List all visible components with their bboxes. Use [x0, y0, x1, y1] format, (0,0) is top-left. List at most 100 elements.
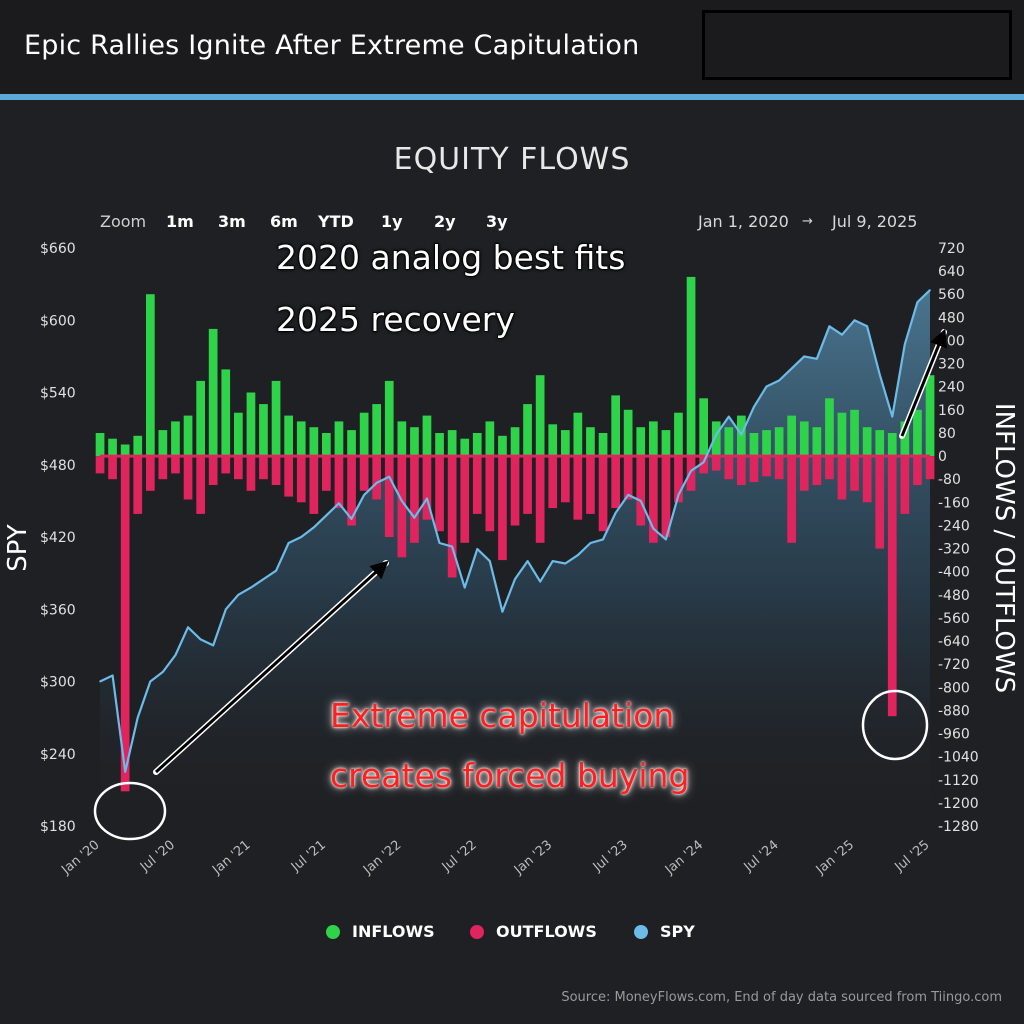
spy-point: [463, 586, 466, 589]
inflow-bar: [812, 427, 822, 457]
spy-point: [476, 548, 479, 550]
spy-point: [489, 560, 491, 562]
y-tick-label-right: -80: [938, 472, 961, 488]
outflow-bar: [523, 456, 532, 514]
outflow-bar: [171, 456, 180, 474]
inflow-bar: [598, 433, 608, 457]
inflow-bar: [573, 412, 583, 456]
spy-point: [262, 578, 265, 580]
outflow-bar: [623, 456, 633, 500]
inflow-bar: [384, 380, 394, 456]
outflow-bar: [812, 456, 822, 485]
spy-point: [929, 289, 931, 291]
range-start-input[interactable]: Jan 1, 2020: [698, 212, 789, 231]
inflow-bar: [259, 404, 268, 457]
header-bar: Epic Rallies Ignite After Extreme Capitu…: [0, 0, 1024, 94]
outflow-bar: [573, 456, 583, 520]
inflow-bar: [749, 433, 759, 457]
y-tick-label-right: -160: [938, 495, 970, 511]
inflow-bar: [460, 438, 470, 456]
legend-dot-inflows: [326, 924, 340, 939]
spy-point: [690, 470, 692, 472]
y-tick-label-right: -880: [938, 703, 970, 719]
inflow-bar: [561, 430, 570, 457]
y-tick-label-right: -1280: [938, 819, 979, 835]
x-tick-label: Jul '23: [590, 838, 631, 876]
outflow-bar: [749, 456, 759, 483]
outflow-bar: [435, 456, 444, 532]
x-tick-label: Jan '23: [511, 838, 555, 879]
outflow-bar: [561, 456, 570, 503]
source-note: Source: MoneyFlows.com, End of day data …: [561, 990, 1002, 1005]
spy-point: [577, 554, 579, 556]
inflow-bar: [900, 421, 910, 457]
y-tick-label-right: -400: [938, 565, 970, 581]
inflow-bar: [498, 435, 507, 456]
spy-point: [426, 497, 428, 500]
zoom-2y-button[interactable]: 2y: [434, 212, 456, 231]
spy-point: [438, 542, 441, 544]
spy-point: [325, 514, 328, 517]
legend-item-spy[interactable]: SPY: [634, 922, 695, 941]
y-tick-label-right: -960: [938, 727, 970, 743]
inflow-bar: [636, 427, 646, 457]
outflow-bar: [460, 456, 470, 543]
spy-point: [765, 385, 768, 388]
spy-point: [866, 325, 868, 328]
outflow-bar: [422, 456, 432, 520]
inflow-bar: [284, 415, 293, 457]
spy-point: [124, 771, 126, 773]
spy-point: [916, 301, 919, 304]
outflow-bar: [787, 456, 796, 543]
arrow-2020: [154, 560, 389, 774]
zoom-ytd-button[interactable]: YTD: [318, 212, 354, 231]
annotation-analog-line1: 2020 analog best fits: [275, 237, 626, 278]
inflow-bar: [510, 427, 520, 457]
inflow-bar: [410, 427, 419, 457]
zoom-1y-button[interactable]: 1y: [381, 212, 403, 231]
inflow-bar: [171, 421, 180, 457]
legend-dot-spy: [634, 924, 648, 939]
zoom-3m-button[interactable]: 3m: [218, 212, 246, 231]
spy-point: [250, 586, 252, 589]
spy-point: [149, 680, 152, 683]
spy-point: [413, 516, 416, 519]
inflow-bar: [372, 404, 381, 457]
inflow-bar: [535, 375, 545, 457]
outflow-bar: [711, 456, 721, 471]
range-end-input[interactable]: Jul 9, 2025: [832, 212, 918, 231]
spy-point: [753, 406, 755, 408]
inflow-bar: [850, 409, 859, 456]
outflow-bar: [397, 456, 407, 558]
outflow-bar: [95, 456, 105, 474]
outflow-bar: [913, 456, 922, 485]
x-tick-label: Jan '20: [58, 838, 102, 879]
x-tick-label: Jul '20: [137, 838, 178, 876]
outflow-bar: [699, 456, 708, 474]
inflow-bar: [234, 412, 243, 456]
outflow-bar: [925, 456, 935, 480]
inflow-bar: [146, 294, 155, 456]
spy-point: [878, 373, 881, 376]
outflow-bar: [510, 456, 520, 526]
zoom-3y-button[interactable]: 3y: [486, 212, 508, 231]
outflow-bar: [309, 456, 319, 514]
page-title: Epic Rallies Ignite After Extreme Capitu…: [24, 30, 640, 61]
inflow-bar: [271, 380, 281, 456]
inflow-bar: [435, 433, 444, 457]
inflow-bar: [523, 404, 532, 457]
outflow-bar: [347, 456, 356, 526]
spy-point: [828, 325, 831, 328]
zoom-1m-button[interactable]: 1m: [166, 212, 194, 231]
zoom-6m-button[interactable]: 6m: [270, 212, 298, 231]
legend-item-inflows[interactable]: INFLOWS: [326, 922, 435, 941]
legend-item-outflows[interactable]: OUTFLOWS: [470, 922, 597, 941]
inflow-bar: [221, 369, 231, 457]
inflow-bar: [737, 415, 746, 457]
y-tick-label-right: -1200: [938, 796, 979, 812]
inflow-bar: [309, 427, 319, 457]
inflow-bar: [95, 433, 105, 457]
spy-point: [602, 538, 604, 541]
zoom-label: Zoom: [100, 212, 147, 231]
